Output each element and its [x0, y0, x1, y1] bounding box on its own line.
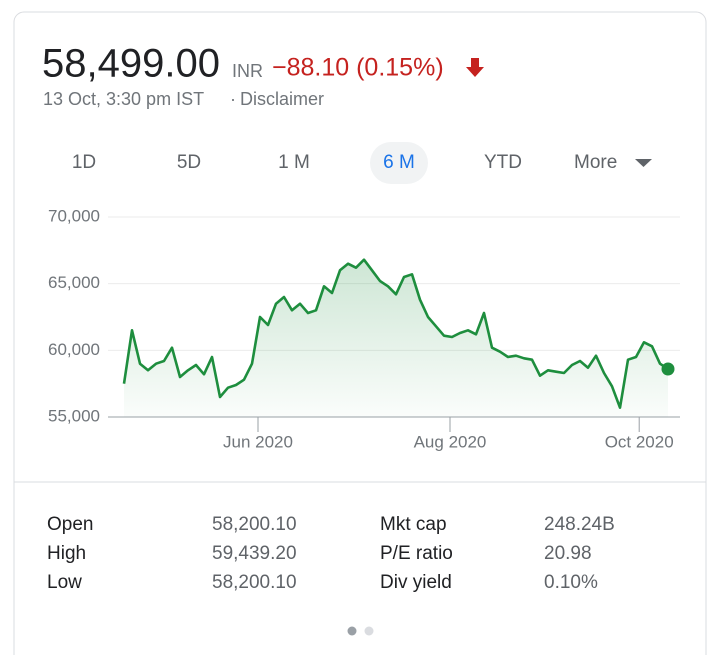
- y-tick-label: 65,000: [48, 273, 100, 292]
- page-dot-active[interactable]: [347, 626, 357, 636]
- disclaimer[interactable]: Disclaimer: [240, 89, 324, 109]
- stat-label: Mkt cap: [380, 514, 447, 535]
- x-tick-label: Oct 2020: [605, 432, 674, 451]
- tab[interactable]: 6 M: [383, 152, 415, 173]
- area: [124, 259, 668, 417]
- tab[interactable]: 5D: [177, 152, 201, 173]
- separator: ·: [230, 89, 236, 109]
- stat-label: High: [47, 543, 86, 564]
- stat-label: P/E ratio: [380, 543, 453, 564]
- stat-label: Div yield: [380, 572, 452, 593]
- timestamp: 13 Oct, 3:30 pm IST: [43, 89, 204, 109]
- y-tick-label: 55,000: [48, 406, 100, 425]
- stat-value: 59,439.20: [212, 543, 297, 564]
- tab[interactable]: More: [574, 152, 617, 173]
- tab[interactable]: 1 M: [278, 152, 310, 173]
- stat-value: 20.98: [544, 543, 592, 564]
- last-point: [661, 362, 675, 376]
- tab[interactable]: YTD: [484, 152, 522, 173]
- price-line: [122, 258, 669, 409]
- stat-value: 0.10%: [544, 572, 598, 593]
- down-arrow: [466, 58, 484, 77]
- price: 58,499.00: [42, 42, 220, 86]
- x-tick-label: Aug 2020: [414, 432, 487, 451]
- y-tick-label: 60,000: [48, 340, 100, 359]
- x-tick-label: Jun 2020: [223, 432, 293, 451]
- stat-value: 58,200.10: [212, 514, 297, 535]
- currency: INR: [232, 61, 263, 81]
- tab[interactable]: 1D: [72, 152, 96, 173]
- price-change: −88.10 (0.15%): [272, 54, 444, 82]
- stat-value: 248.24B: [544, 514, 615, 535]
- tab-highlight: [370, 142, 428, 184]
- page-dot[interactable]: [364, 626, 374, 636]
- y-tick-label: 70,000: [48, 206, 100, 225]
- stat-label: Low: [47, 572, 82, 593]
- more-caret: [635, 159, 652, 167]
- stat-label: Open: [47, 514, 93, 535]
- stat-value: 58,200.10: [212, 572, 297, 593]
